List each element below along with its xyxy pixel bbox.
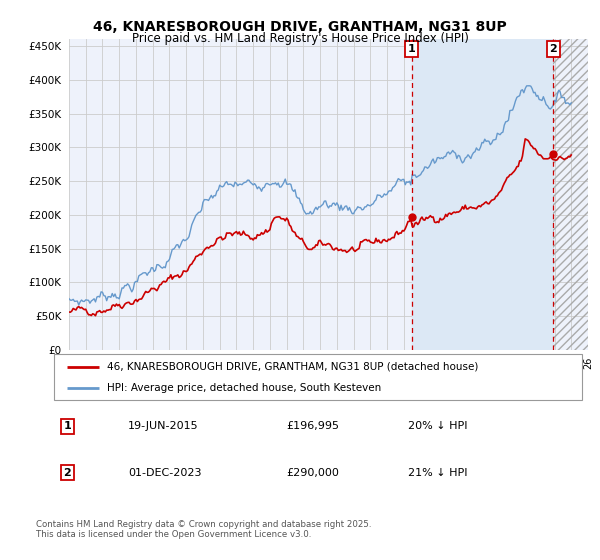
Text: 19-JUN-2015: 19-JUN-2015 — [128, 421, 199, 431]
Bar — [412, 39, 553, 350]
Bar — [553, 39, 588, 350]
Text: 46, KNARESBOROUGH DRIVE, GRANTHAM, NG31 8UP: 46, KNARESBOROUGH DRIVE, GRANTHAM, NG31 … — [93, 20, 507, 34]
Text: 01-DEC-2023: 01-DEC-2023 — [128, 468, 202, 478]
Text: 1: 1 — [64, 421, 71, 431]
Text: 46, KNARESBOROUGH DRIVE, GRANTHAM, NG31 8UP (detached house): 46, KNARESBOROUGH DRIVE, GRANTHAM, NG31 … — [107, 362, 478, 372]
Text: 1: 1 — [407, 44, 415, 54]
Text: 2: 2 — [550, 44, 557, 54]
Text: HPI: Average price, detached house, South Kesteven: HPI: Average price, detached house, Sout… — [107, 383, 381, 393]
Text: 2: 2 — [64, 468, 71, 478]
Text: 20% ↓ HPI: 20% ↓ HPI — [408, 421, 467, 431]
Text: Price paid vs. HM Land Registry's House Price Index (HPI): Price paid vs. HM Land Registry's House … — [131, 32, 469, 45]
Bar — [553, 39, 588, 350]
Text: 21% ↓ HPI: 21% ↓ HPI — [408, 468, 467, 478]
Text: £290,000: £290,000 — [286, 468, 339, 478]
Text: £196,995: £196,995 — [286, 421, 340, 431]
Text: Contains HM Land Registry data © Crown copyright and database right 2025.
This d: Contains HM Land Registry data © Crown c… — [36, 520, 371, 539]
FancyBboxPatch shape — [54, 354, 582, 400]
